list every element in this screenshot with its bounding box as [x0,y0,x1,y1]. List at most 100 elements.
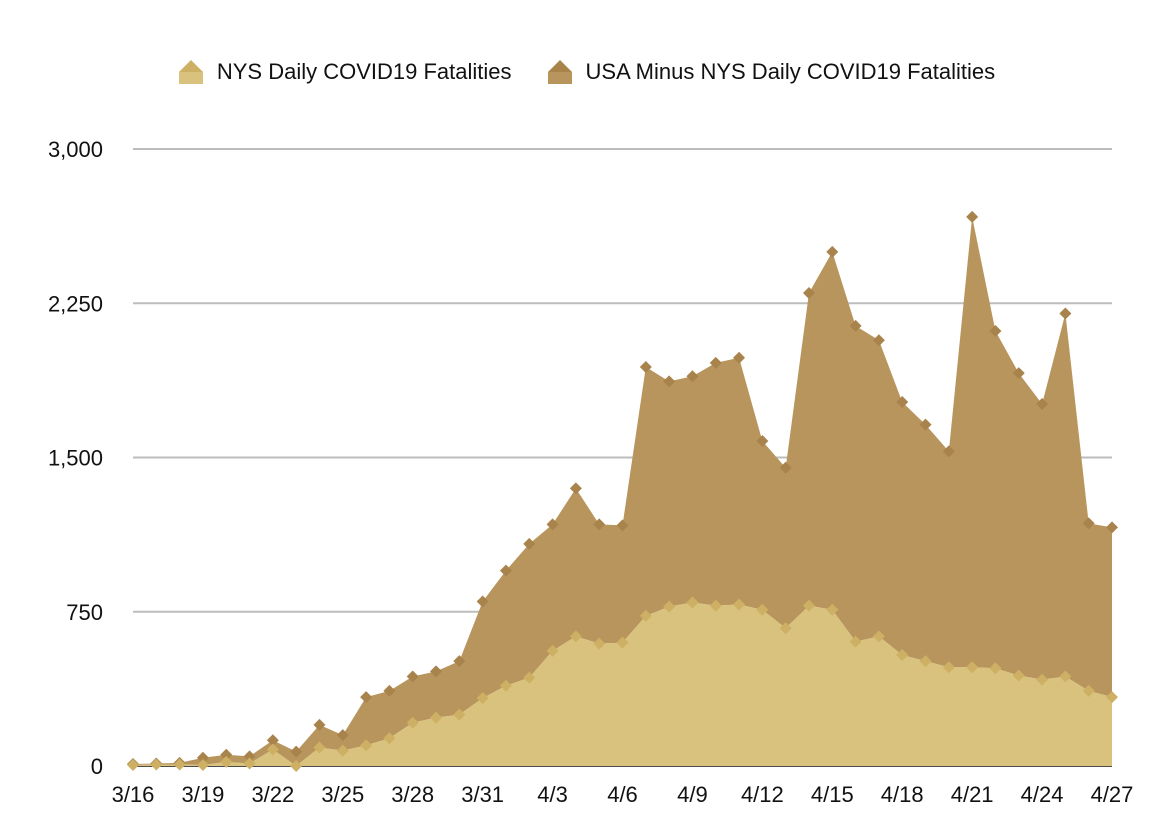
data-point-usa[interactable] [1106,521,1118,534]
data-point-nys[interactable] [896,648,909,661]
data-point-nys[interactable] [849,635,862,648]
data-point-nys[interactable] [709,599,722,612]
data-point-usa[interactable] [1012,367,1025,380]
data-point-usa[interactable] [430,665,443,678]
data-point-nys[interactable] [499,679,512,692]
data-point-usa[interactable] [1082,517,1095,530]
data-point-nys[interactable] [569,630,582,643]
legend-swatch-usa-icon [547,60,572,84]
data-point-nys[interactable] [942,661,955,674]
data-point-nys[interactable] [872,630,885,643]
data-point-usa[interactable] [196,751,209,764]
data-point-usa[interactable] [872,334,885,347]
data-point-usa[interactable] [639,361,652,374]
data-point-nys[interactable] [290,760,303,772]
data-point-nys[interactable] [663,600,676,613]
data-point-nys[interactable] [733,598,746,611]
data-point-nys[interactable] [523,671,536,684]
data-point-usa[interactable] [1059,307,1072,320]
data-point-usa[interactable] [290,745,303,758]
data-point-nys[interactable] [313,741,326,754]
data-point-usa[interactable] [849,319,862,332]
legend-item-nys[interactable]: NYS Daily COVID19 Fatalities [177,58,512,86]
data-point-nys[interactable] [919,655,932,668]
data-point-nys[interactable] [802,599,815,612]
y-tick-label: 0 [91,754,103,779]
data-point-usa[interactable] [383,684,396,697]
data-point-usa[interactable] [546,518,559,531]
legend-label-usa: USA Minus NYS Daily COVID19 Fatalities [585,59,996,84]
data-point-usa[interactable] [406,670,419,683]
data-point-usa[interactable] [663,375,676,388]
data-point-nys[interactable] [826,603,839,616]
data-point-usa[interactable] [896,395,909,408]
y-tick-label: 1,500 [48,446,103,471]
data-point-nys[interactable] [406,716,419,729]
data-point-usa[interactable] [313,718,326,731]
data-point-nys[interactable] [639,609,652,622]
data-point-usa[interactable] [569,482,582,495]
data-markers [127,210,1118,772]
data-point-nys[interactable] [966,661,979,674]
data-point-usa[interactable] [779,461,792,474]
data-point-usa[interactable] [1036,398,1049,411]
data-point-usa[interactable] [616,519,629,532]
data-point-nys[interactable] [196,758,209,771]
data-point-usa[interactable] [593,518,606,531]
data-point-nys[interactable] [546,644,559,657]
data-point-nys[interactable] [1106,691,1118,704]
data-point-usa[interactable] [336,729,349,742]
data-point-nys[interactable] [220,755,233,768]
x-tick-label: 3/22 [251,782,294,807]
data-point-nys[interactable] [266,743,279,756]
legend-item-usa[interactable]: USA Minus NYS Daily COVID19 Fatalities [546,58,996,86]
data-point-usa[interactable] [523,537,536,550]
data-point-usa[interactable] [756,435,769,448]
data-point-usa[interactable] [220,748,233,761]
chart-legend: NYS Daily COVID19 Fatalities USA Minus N… [0,58,1172,86]
x-tick-label: 4/24 [1021,782,1064,807]
data-point-nys[interactable] [1059,670,1072,683]
data-point-usa[interactable] [476,595,489,608]
data-point-usa[interactable] [966,210,979,223]
data-point-usa[interactable] [942,445,955,458]
x-axis: 3/16 3/19 3/22 3/25 3/28 3/31 4/3 4/6 4/9 4/12 4/1… [112,782,1134,807]
data-point-usa[interactable] [733,351,746,364]
data-point-nys[interactable] [243,757,256,770]
y-tick-label: 2,250 [48,291,103,316]
data-point-nys[interactable] [1082,684,1095,697]
data-point-usa[interactable] [453,655,466,668]
data-point-usa[interactable] [989,325,1002,338]
data-point-nys[interactable] [430,711,443,724]
y-axis: 0 750 1,500 2,250 3,000 [48,137,103,779]
data-point-usa[interactable] [802,286,815,299]
x-tick-label: 3/16 [112,782,155,807]
data-point-usa[interactable] [266,734,279,747]
data-point-nys[interactable] [453,708,466,721]
data-point-usa[interactable] [360,691,373,704]
data-point-nys[interactable] [336,744,349,757]
x-tick-label: 4/18 [881,782,924,807]
x-tick-label: 3/31 [461,782,504,807]
data-point-nys[interactable] [360,739,373,752]
data-point-nys[interactable] [756,603,769,616]
data-point-nys[interactable] [779,622,792,635]
data-point-nys[interactable] [150,758,163,771]
data-point-nys[interactable] [476,692,489,705]
data-point-nys[interactable] [989,662,1002,675]
data-point-nys[interactable] [686,596,699,609]
data-point-nys[interactable] [383,732,396,745]
data-point-nys[interactable] [1012,669,1025,682]
data-point-usa[interactable] [499,564,512,577]
data-point-nys[interactable] [593,637,606,650]
data-point-usa[interactable] [243,750,256,763]
data-point-nys[interactable] [1036,673,1049,686]
data-point-nys[interactable] [173,758,186,771]
data-point-usa[interactable] [826,245,839,258]
x-tick-label: 3/28 [391,782,434,807]
data-point-usa[interactable] [919,418,932,431]
data-point-nys[interactable] [127,758,139,771]
data-point-nys[interactable] [616,636,629,649]
data-point-usa[interactable] [686,370,699,383]
data-point-usa[interactable] [709,356,722,369]
